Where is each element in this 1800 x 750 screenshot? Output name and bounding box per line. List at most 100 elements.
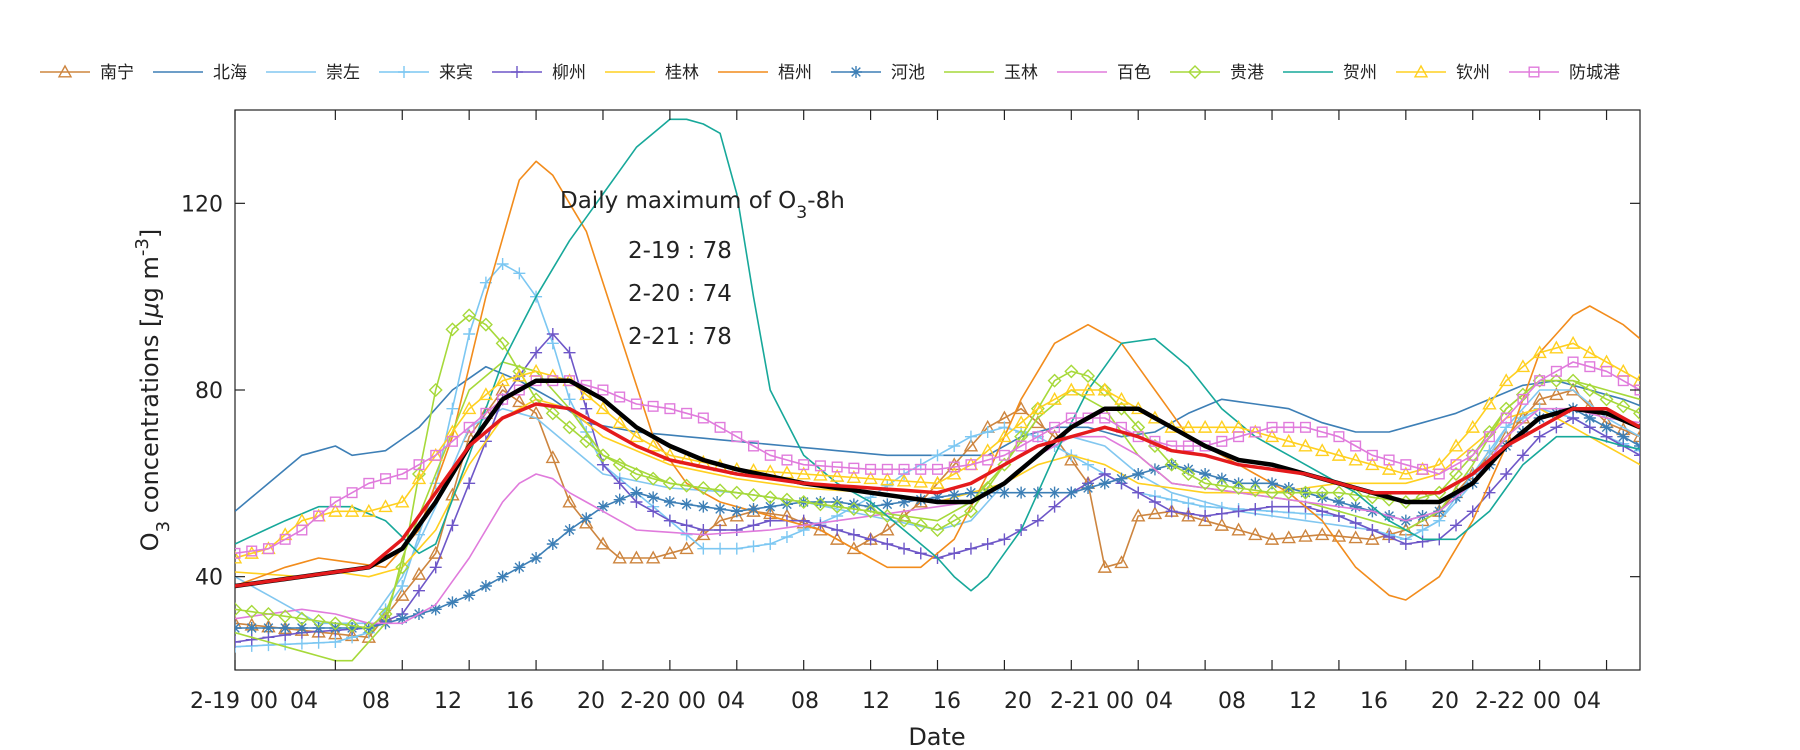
data-point — [730, 524, 743, 536]
data-point — [329, 496, 341, 508]
legend-marker — [1413, 64, 1429, 78]
legend-marker — [511, 66, 523, 78]
data-point — [1532, 345, 1547, 359]
data-point — [1332, 496, 1345, 508]
x-tick-label: 12 — [862, 689, 890, 714]
data-point — [245, 622, 258, 634]
data-point — [714, 503, 727, 515]
data-point — [1264, 531, 1280, 545]
data-point — [563, 346, 576, 359]
data-point — [848, 462, 860, 474]
plot-frame — [234, 109, 1641, 671]
data-point — [780, 498, 793, 511]
data-point — [1148, 496, 1161, 508]
data-point — [764, 449, 776, 461]
data-point — [411, 471, 427, 485]
data-point — [1632, 429, 1640, 443]
data-point — [846, 502, 861, 516]
annotation-line: 2-19 : 78 — [628, 238, 732, 264]
data-point — [235, 550, 243, 564]
data-point — [1132, 468, 1145, 480]
data-point — [1632, 373, 1640, 387]
data-point — [1516, 449, 1529, 462]
data-point — [662, 545, 678, 559]
data-point — [1030, 401, 1046, 415]
data-point — [497, 393, 509, 405]
legend-item: 钦州 — [1396, 63, 1490, 83]
data-point — [798, 459, 810, 471]
data-point — [930, 523, 945, 537]
data-point — [1315, 443, 1330, 457]
data-point — [430, 449, 442, 461]
data-point — [614, 391, 626, 403]
data-point — [446, 519, 459, 532]
data-point — [898, 463, 910, 475]
x-tick-label: 12 — [434, 689, 462, 714]
data-point — [714, 542, 727, 555]
series-line — [235, 160, 1640, 601]
series-mean-red — [235, 402, 1640, 588]
y-tick-label: 40 — [195, 566, 223, 591]
data-point — [898, 542, 911, 555]
data-point — [328, 503, 343, 517]
data-point — [948, 440, 961, 452]
legend-label: 桂林 — [665, 63, 699, 83]
data-point — [1082, 482, 1095, 494]
data-point — [1097, 382, 1112, 396]
data-point — [948, 547, 961, 560]
data-point — [1634, 444, 1640, 457]
data-point — [1550, 365, 1562, 377]
legend-item: 河池 — [831, 63, 925, 83]
data-point — [396, 612, 409, 625]
data-point — [662, 476, 677, 491]
data-point — [629, 467, 644, 481]
data-point — [278, 609, 293, 624]
data-point — [898, 496, 911, 508]
x-tick-label: 04 — [717, 689, 745, 714]
data-point — [864, 533, 877, 546]
data-point — [1465, 419, 1480, 433]
data-point — [998, 486, 1011, 499]
legend-label: 柳州 — [552, 63, 586, 83]
legend-marker — [57, 64, 73, 78]
data-point — [580, 402, 593, 415]
data-point — [865, 463, 877, 475]
data-point — [1549, 373, 1564, 388]
data-point — [830, 499, 845, 514]
legend-label: 贵港 — [1230, 63, 1264, 83]
series-layer — [235, 118, 1640, 662]
data-point — [1198, 476, 1213, 491]
series-line — [235, 342, 1640, 559]
data-point — [1264, 429, 1280, 443]
data-point — [965, 459, 977, 471]
data-point — [1182, 440, 1194, 452]
series-line — [235, 118, 1640, 592]
x-tick-label: 20 — [1431, 689, 1459, 714]
data-point — [1181, 419, 1196, 433]
data-point — [680, 519, 693, 532]
data-point — [1383, 531, 1396, 543]
data-point — [1349, 517, 1362, 529]
annotation-box: Daily maximum of O3-8h 2-19 : 78 2-20 : 74… — [560, 188, 845, 350]
data-point — [629, 550, 644, 564]
data-point — [829, 531, 845, 545]
data-point — [947, 466, 962, 480]
data-point — [964, 486, 977, 499]
data-point — [294, 611, 309, 626]
data-point — [429, 561, 442, 574]
data-point — [235, 602, 242, 617]
data-point — [1215, 507, 1228, 520]
data-point — [831, 524, 844, 536]
series-line — [235, 361, 1640, 555]
data-point — [1114, 391, 1129, 405]
data-point — [428, 545, 443, 559]
data-point — [1015, 486, 1028, 499]
data-point — [1032, 431, 1044, 443]
legend-label: 梧州 — [778, 63, 812, 83]
data-point — [563, 524, 576, 536]
data-point — [930, 475, 945, 489]
data-point — [779, 492, 794, 507]
data-point — [664, 403, 676, 415]
data-point — [1048, 500, 1061, 513]
data-point — [1013, 401, 1029, 415]
